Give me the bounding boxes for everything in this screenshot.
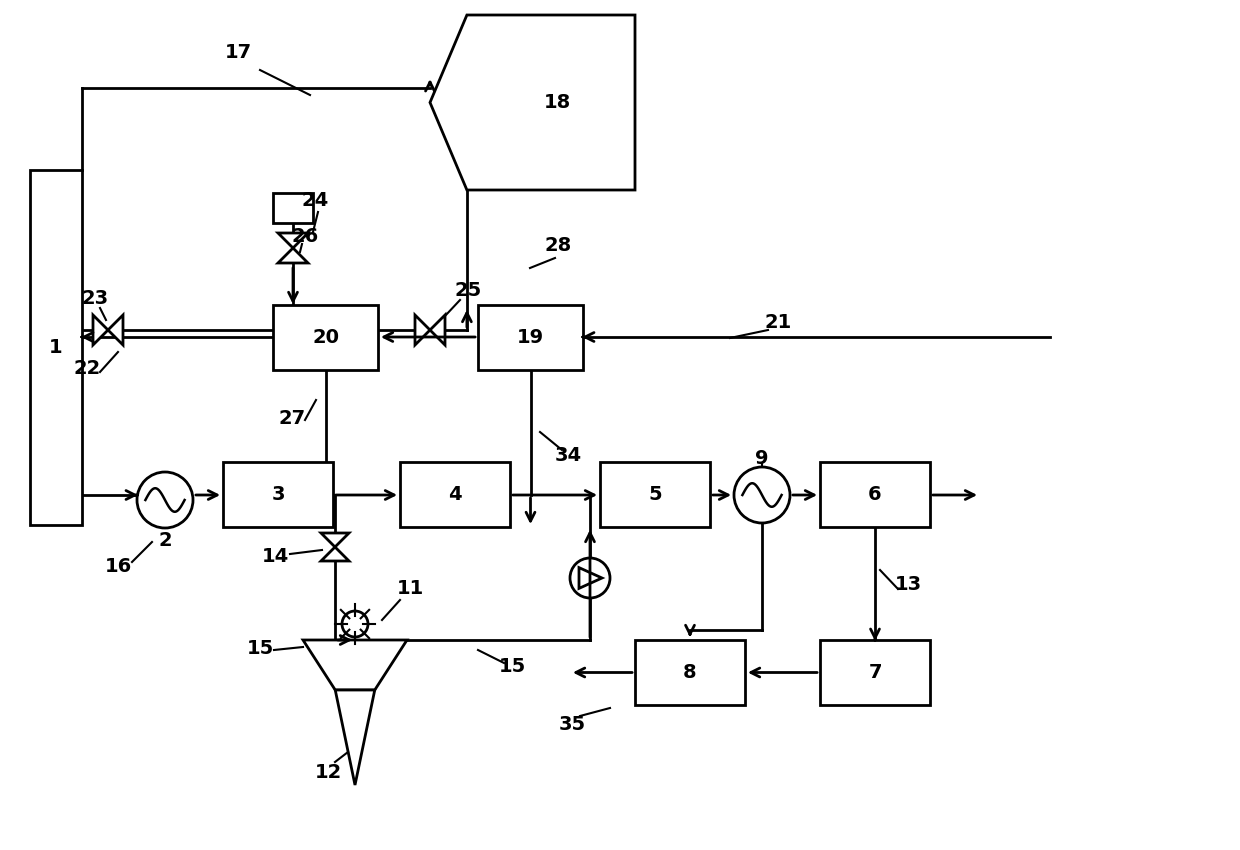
Text: 6: 6: [868, 485, 882, 504]
Circle shape: [342, 611, 368, 637]
Bar: [30, 170, 82, 525]
Text: 8: 8: [683, 663, 697, 682]
Text: 1: 1: [50, 338, 63, 357]
Bar: [820, 640, 930, 705]
Text: 4: 4: [448, 485, 461, 504]
Text: 5: 5: [649, 485, 662, 504]
Bar: [600, 462, 711, 527]
Polygon shape: [415, 315, 430, 345]
Text: 28: 28: [544, 235, 572, 254]
Text: 3: 3: [272, 485, 285, 504]
Text: 19: 19: [517, 328, 544, 347]
Text: 34: 34: [554, 445, 582, 464]
Text: 24: 24: [301, 190, 329, 209]
Polygon shape: [93, 315, 108, 345]
Text: 2: 2: [159, 530, 172, 549]
Text: 20: 20: [312, 328, 339, 347]
Polygon shape: [303, 640, 407, 690]
Text: 9: 9: [755, 449, 769, 468]
Polygon shape: [278, 233, 308, 248]
Bar: [401, 462, 510, 527]
Text: 21: 21: [764, 313, 791, 332]
Polygon shape: [430, 15, 635, 190]
Polygon shape: [321, 547, 348, 561]
Polygon shape: [579, 568, 601, 588]
Text: 7: 7: [868, 663, 882, 682]
Polygon shape: [321, 533, 348, 547]
Polygon shape: [108, 315, 123, 345]
Text: 15: 15: [498, 656, 526, 676]
Bar: [820, 462, 930, 527]
Text: 26: 26: [291, 226, 319, 246]
Bar: [273, 305, 378, 370]
Text: 15: 15: [247, 638, 274, 658]
Bar: [223, 462, 334, 527]
Circle shape: [734, 467, 790, 523]
Text: 17: 17: [224, 42, 252, 61]
Circle shape: [136, 472, 193, 528]
Text: 16: 16: [104, 557, 131, 575]
Text: 27: 27: [279, 409, 305, 428]
Text: 22: 22: [73, 359, 100, 377]
Text: 12: 12: [315, 762, 342, 781]
Text: 25: 25: [454, 280, 481, 299]
Circle shape: [570, 558, 610, 598]
Bar: [273, 193, 312, 223]
Bar: [477, 305, 583, 370]
Text: 23: 23: [82, 288, 109, 308]
Text: 11: 11: [397, 579, 424, 598]
Polygon shape: [430, 315, 445, 345]
Polygon shape: [278, 248, 308, 263]
Text: 35: 35: [558, 715, 585, 734]
Text: 13: 13: [894, 575, 921, 593]
Text: 18: 18: [543, 93, 570, 112]
Polygon shape: [335, 690, 374, 785]
Bar: [635, 640, 745, 705]
Text: 14: 14: [262, 547, 289, 565]
